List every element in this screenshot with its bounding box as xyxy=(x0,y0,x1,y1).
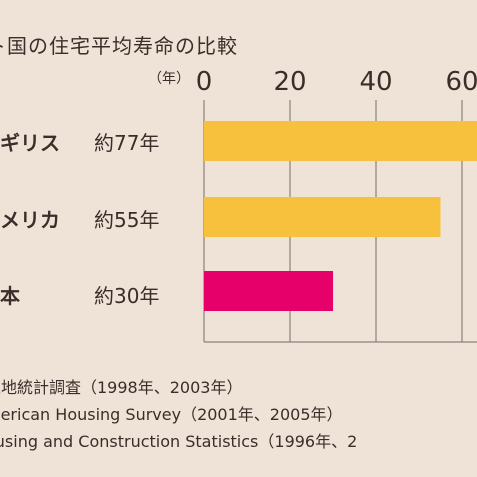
x-tick-label-60: 60 xyxy=(445,67,477,97)
value-label-usa: 約55年 xyxy=(94,208,160,232)
x-tick-label-20: 20 xyxy=(273,67,306,97)
bar-usa xyxy=(204,197,441,237)
category-label-usa: メリカ xyxy=(0,208,60,232)
source-line-3: ousing and Construction Statistics（1996年… xyxy=(0,432,358,451)
source-line-1: 土地統計調査（1998年、2003年） xyxy=(0,378,243,397)
source-line-2: merican Housing Survey（2001年、2005年） xyxy=(0,405,343,424)
category-label-uk: ギリス xyxy=(0,131,60,155)
bar-japan xyxy=(204,271,333,311)
axis-unit-label: （年） xyxy=(148,71,190,87)
category-label-japan: 本 xyxy=(0,284,20,308)
x-tick-label-40: 40 xyxy=(359,67,392,97)
x-tick-label-0: 0 xyxy=(196,67,213,97)
value-label-uk: 約77年 xyxy=(94,131,160,155)
chart-title: ト国の住宅平均寿命の比較 xyxy=(0,34,238,58)
bar-uk xyxy=(204,121,477,161)
value-label-japan: 約30年 xyxy=(94,284,160,308)
